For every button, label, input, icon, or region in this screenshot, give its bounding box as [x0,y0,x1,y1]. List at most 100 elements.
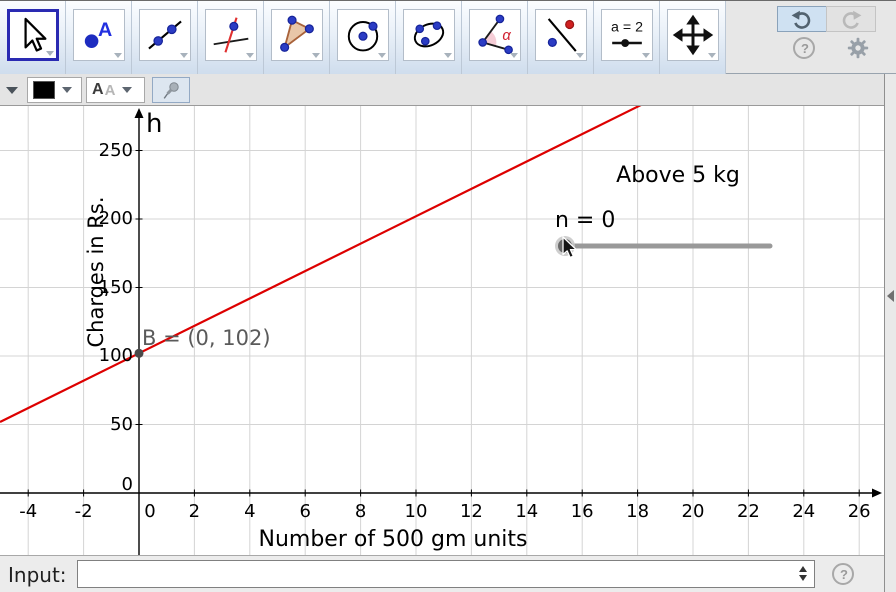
x-tick-label: 20 [681,501,705,522]
slider-tool-button[interactable]: a = 2 [600,9,653,61]
redo-icon [842,10,862,29]
undo-button[interactable] [777,6,827,32]
tool-buttons: A [0,1,726,74]
y-tick-label: 150 [98,276,133,298]
graphics-view[interactable]: h Charges in Rs. Number of 500 gm units … [0,106,884,555]
move-graphics-view-tool-button[interactable] [666,9,719,61]
text-object-above-5kg[interactable]: Above 5 kg [616,163,740,188]
x-tick-label: 10 [404,501,428,522]
x-tick-label: 2 [188,501,201,522]
tool-cell-point: A [66,1,132,74]
spinner-up-icon [799,566,807,572]
angle-icon: α [477,14,513,55]
undo-icon [791,10,811,29]
chevron-down-icon [122,87,133,93]
tool-dropdown-arrow-icon [575,53,584,58]
point-b[interactable] [134,348,144,358]
y-tick-label: 200 [98,208,133,229]
x-tick-label: -4 [19,501,38,522]
style-bar: A A [0,74,884,106]
tool-cell-circle [330,1,396,74]
slider-tool-icon: a = 2 [611,19,643,47]
tool-cell-angle: α [462,1,528,74]
circle-icon [347,21,378,52]
polygon-icon [279,15,314,52]
color-dropdown-button[interactable] [27,77,82,103]
tool-dropdown-arrow-icon [179,53,188,58]
ellipse-tool-button[interactable] [402,9,455,61]
circle-tool-button[interactable] [336,9,389,61]
side-panel-strip [884,74,896,592]
tool-cell-perpendicular [198,1,264,74]
x-axis-title: Number of 500 gm units [258,527,528,552]
y-tick-label: 100 [98,345,133,366]
move-graphics-view-icon [672,14,713,56]
x-tick-label: -2 [74,501,93,522]
y-tick-label: 0 [121,474,133,495]
stylebar-toggle-icon[interactable] [6,87,18,94]
line-icon [147,20,182,50]
x-tick-label: 8 [354,501,367,522]
mouse-cursor-icon [562,236,577,259]
x-tick-label: 6 [299,501,311,522]
angle-tool-button[interactable]: α [468,9,521,61]
x-tick-label: 4 [244,501,256,522]
x-tick-label: 22 [736,501,760,522]
redo-button[interactable] [826,6,876,32]
slider-value-label[interactable]: n = 0 [555,208,616,233]
tool-cell-slider: a = 2 [594,1,660,74]
move-cursor-icon [23,17,46,52]
x-tick-label: 16 [570,501,594,522]
input-label: Input: [8,563,67,587]
svg-text:α: α [502,28,511,44]
point-b-label[interactable]: B = (0, 102) [142,326,271,350]
tool-cell-line [132,1,198,74]
graph-canvas[interactable] [0,106,884,555]
input-help-button[interactable]: ? [832,563,854,585]
tool-dropdown-arrow-icon [509,53,518,58]
point-icon: A [84,19,112,48]
perpendicular-line-tool-button[interactable] [204,9,257,61]
pushpin-icon [163,82,179,99]
point-tool-button[interactable]: A [72,9,125,61]
x-tick-label: 24 [792,501,816,522]
tool-cell-move [0,1,66,74]
help-button[interactable]: ? [793,37,815,59]
tool-dropdown-arrow-icon [311,53,320,58]
main-area: A A h Charges in Rs. Number of 500 g [0,74,896,592]
tool-dropdown-arrow-icon [377,53,386,58]
tool-dropdown-arrow-icon [443,53,452,58]
tool-dropdown-arrow-icon [245,53,254,58]
y-axis-end-label: h [146,109,163,139]
tool-dropdown-arrow-icon [641,53,650,58]
spinner-down-icon [799,575,807,581]
text-style-letter: A [92,81,104,98]
settings-gear-icon[interactable] [846,36,870,60]
line-tool-button[interactable] [138,9,191,61]
command-input-field[interactable] [77,560,815,588]
svg-text:a = 2: a = 2 [611,19,643,35]
reflect-tool-button[interactable] [534,9,587,61]
y-tick-label: 50 [110,413,133,435]
reflect-about-line-icon [547,18,577,52]
panel-expand-toggle-icon[interactable] [887,290,894,302]
pin-button[interactable] [152,77,190,103]
tool-dropdown-arrow-icon [113,53,122,58]
move-tool-button[interactable] [6,9,59,61]
tool-cell-ellipse [396,1,462,74]
tool-dropdown-arrow-icon [707,53,716,58]
y-axis-arrow-icon [134,108,144,118]
tool-cell-move-view [660,1,726,74]
color-swatch [33,81,55,99]
perpendicular-line-icon [213,17,248,53]
text-style-letter-light: A [104,81,116,99]
input-bar: Input: ? [0,555,884,592]
text-style-dropdown-button[interactable]: A A [86,77,145,103]
charges-line[interactable] [0,106,884,423]
x-tick-label: 12 [459,501,483,522]
polygon-tool-button[interactable] [270,9,323,61]
ellipse-icon [413,21,444,48]
input-history-spinner[interactable] [797,566,809,583]
x-tick-label: 14 [515,501,539,522]
